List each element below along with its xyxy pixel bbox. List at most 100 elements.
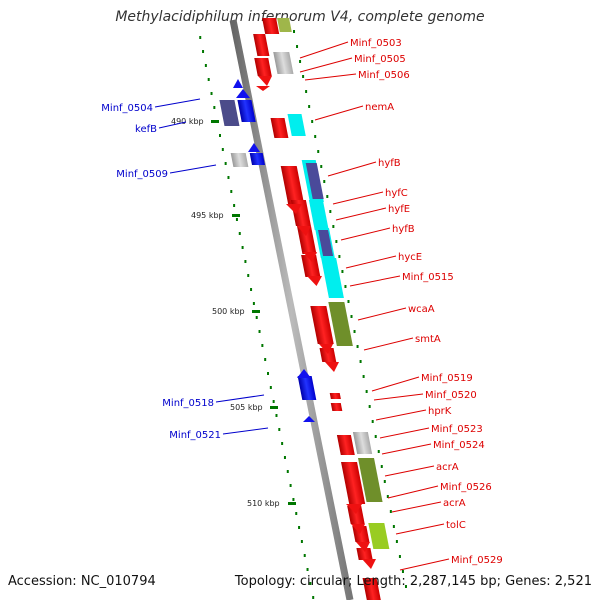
- forward-gene-label: hyfB: [378, 158, 401, 169]
- forward-label-leader: [379, 427, 430, 439]
- kbp-tick-label: 505 kbp: [230, 403, 263, 412]
- gene-feature-block: [249, 153, 266, 165]
- reverse-label-leader: [154, 98, 201, 108]
- forward-gene-label: tolC: [446, 520, 466, 531]
- kbp-tick-mark: [232, 214, 240, 217]
- tick-dots: 490 kbp 495 kbp 500 kbp 505 kbp 510 kbp: [171, 30, 407, 599]
- forward-gene-arrowhead: [351, 524, 365, 534]
- gene-feature-block: [262, 18, 280, 34]
- forward-label-leader: [373, 393, 424, 401]
- forward-label-leader: [371, 376, 420, 392]
- gene-feature-block: [321, 258, 344, 298]
- gene-feature-block: [319, 348, 337, 362]
- scale-dot: [235, 218, 238, 221]
- reverse-gene-arrowhead: [233, 79, 243, 88]
- scale-dot: [303, 554, 306, 557]
- scale-dot: [356, 345, 359, 348]
- forward-gene-label: smtA: [415, 334, 441, 345]
- scale-dot: [332, 225, 335, 228]
- gene-feature-block: [301, 255, 321, 277]
- kbp-tick-label: 500 kbp: [212, 307, 245, 316]
- scale-dot: [329, 210, 332, 213]
- gene-feature-block: [329, 393, 341, 399]
- forward-gene-arrowhead: [303, 252, 317, 262]
- feature-group: [219, 18, 390, 600]
- gene-feature-block: [253, 34, 270, 56]
- scale-dot: [389, 510, 392, 513]
- forward-gene-label: Minf_0519: [421, 373, 473, 384]
- gene-feature-block: [341, 462, 366, 504]
- gene-feature-block: [310, 306, 334, 344]
- scale-dot: [377, 450, 380, 453]
- forward-gene-label: hyfC: [385, 188, 408, 199]
- reverse-gene-arrowhead: [248, 143, 260, 152]
- forward-label-leader: [345, 255, 397, 269]
- scale-dot: [250, 288, 253, 291]
- scale-dot: [299, 60, 302, 63]
- scale-dot: [295, 512, 298, 515]
- forward-gene-arrowhead: [362, 559, 376, 569]
- scale-dot: [213, 106, 216, 109]
- scale-dot: [320, 165, 323, 168]
- scale-dot: [230, 190, 233, 193]
- kbp-tick-label: 490 kbp: [171, 117, 204, 126]
- scale-dot: [238, 232, 241, 235]
- scale-dot: [221, 148, 224, 151]
- forward-label-leader: [384, 465, 435, 477]
- scale-dot: [335, 240, 338, 243]
- scale-dot: [241, 246, 244, 249]
- forward-label-leader: [381, 443, 432, 455]
- reverse-gene-label: Minf_0509: [116, 169, 168, 180]
- scale-dot: [308, 105, 311, 108]
- reverse-gene-label: Minf_0521: [169, 430, 221, 441]
- scale-dot: [359, 360, 362, 363]
- scale-dot: [272, 400, 275, 403]
- reverse-gene-arrowhead: [297, 369, 311, 378]
- scale-dot: [264, 358, 267, 361]
- forward-label-leader: [387, 485, 439, 499]
- scale-dot: [233, 204, 236, 207]
- reverse-label-leader: [215, 394, 265, 403]
- gene-feature-block: [356, 548, 373, 560]
- reverse-gene-label: Minf_0504: [101, 103, 153, 114]
- forward-gene-arrowhead: [256, 86, 270, 91]
- gene-feature-block: [368, 523, 390, 549]
- forward-label-leader: [363, 337, 414, 351]
- forward-gene-arrowhead: [297, 226, 311, 236]
- forward-label-leader: [335, 207, 387, 221]
- scale-dot: [281, 442, 284, 445]
- scale-dot: [210, 92, 213, 95]
- forward-label-leader: [299, 57, 353, 73]
- forward-gene-label: Minf_0524: [433, 440, 485, 451]
- scale-dot: [261, 344, 264, 347]
- accession-text: Accession: NC_010794: [8, 574, 156, 589]
- gene-feature-block: [219, 100, 240, 126]
- scale-dot: [386, 495, 389, 498]
- scale-dot: [293, 30, 296, 33]
- forward-gene-label: Minf_0503: [350, 38, 402, 49]
- scale-dot: [350, 315, 353, 318]
- forward-gene-label: Minf_0523: [431, 424, 483, 435]
- scale-dot: [365, 390, 368, 393]
- scale-dot: [296, 45, 299, 48]
- forward-gene-label: Minf_0506: [358, 70, 410, 81]
- scale-dot: [347, 300, 350, 303]
- scale-dot: [202, 50, 205, 53]
- scale-dot: [207, 78, 210, 81]
- gene-feature-block: [347, 506, 365, 524]
- genome-backbone-highlight: [237, 19, 356, 600]
- forward-gene-label: Minf_0529: [451, 555, 503, 566]
- scale-dot: [362, 375, 365, 378]
- gene-feature-block: [328, 302, 353, 346]
- scale-dot: [218, 134, 221, 137]
- gene-feature-block: [296, 226, 317, 254]
- forward-gene-label: nemA: [365, 102, 394, 113]
- gene-feature-block: [277, 18, 292, 32]
- kbp-tick-mark: [270, 406, 278, 409]
- forward-label-leader: [314, 105, 364, 121]
- forward-gene-arrowhead: [307, 276, 322, 286]
- forward-gene-label: hyfB: [392, 224, 415, 235]
- reverse-label-leader: [169, 164, 217, 174]
- forward-label-leader: [299, 41, 349, 59]
